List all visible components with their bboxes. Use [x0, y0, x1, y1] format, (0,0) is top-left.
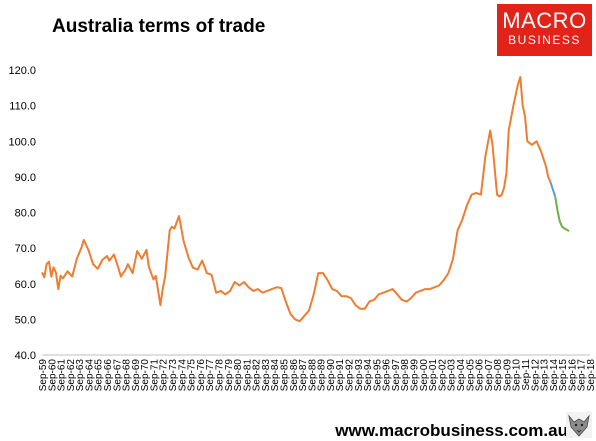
x-tick-label: Sep-17 — [577, 359, 588, 392]
y-tick-label: 80.0 — [15, 208, 36, 220]
y-tick-label: 110.0 — [9, 101, 36, 113]
x-tick-label: Sep-79 — [224, 359, 235, 392]
x-tick-label: Sep-81 — [242, 359, 253, 392]
x-tick-label: Sep-63 — [75, 359, 86, 392]
x-axis: Sep-59 Sep-61 Sep-63 Sep-65 Sep-67 Sep-69 Sep-… — [38, 354, 596, 392]
x-tick-label: Sep-80 — [233, 359, 244, 392]
x-tick-label: Sep-84 — [270, 359, 281, 392]
x-tick-label: Sep-00 — [419, 359, 430, 392]
x-tick-label: Sep-92 — [345, 359, 356, 392]
y-tick-label: 50.0 — [15, 314, 36, 326]
x-tick-label: Sep-71 — [149, 359, 160, 392]
x-tick-label: Sep-06 — [475, 359, 486, 392]
y-axis: 40.0 50.0 60.0 70.0 80.0 90.0 100.0 110.0 120.0 — [8, 65, 36, 362]
x-tick-label: Sep-86 — [289, 359, 300, 392]
y-tick-label: 90.0 — [15, 172, 36, 184]
x-tick-label: Sep-60 — [47, 359, 58, 392]
x-tick-label: Sep-99 — [410, 359, 421, 392]
x-tick-label: Sep-03 — [447, 359, 458, 392]
series-line-3 — [554, 196, 570, 232]
x-tick-label: Sep-07 — [484, 359, 495, 392]
y-tick-label: 40.0 — [15, 350, 36, 362]
y-tick-label: 120.0 — [8, 65, 36, 77]
x-tick-label: Sep-10 — [512, 359, 523, 392]
x-tick-label: Sep-64 — [84, 359, 95, 392]
x-tick-label: Sep-68 — [122, 359, 133, 392]
x-tick-label: Sep-04 — [456, 359, 467, 392]
x-tick-label: Sep-59 — [38, 359, 49, 392]
x-tick-label: Sep-02 — [437, 359, 448, 392]
x-tick-label: Sep-96 — [382, 359, 393, 392]
logo-line-2: BUSINESS — [508, 33, 581, 47]
x-tick-label: Sep-87 — [298, 359, 309, 392]
x-tick-label: Sep-69 — [131, 359, 142, 392]
x-tick-label: Sep-65 — [94, 359, 105, 392]
logo-line-1: MACRO — [502, 8, 587, 33]
macrobusiness-logo: MACRO BUSINESS — [497, 4, 592, 56]
x-tick-label: Sep-09 — [502, 359, 513, 392]
x-tick-label: Sep-13 — [540, 359, 551, 392]
x-tick-label: Sep-75 — [187, 359, 198, 392]
x-tick-label: Sep-77 — [205, 359, 216, 392]
x-tick-label: Sep-72 — [159, 359, 170, 392]
x-tick-label: Sep-62 — [66, 359, 77, 392]
x-tick-label: Sep-90 — [326, 359, 337, 392]
x-tick-label: Sep-97 — [391, 359, 402, 392]
x-tick-label: Sep-14 — [549, 359, 560, 392]
y-tick-label: 100.0 — [8, 136, 36, 148]
x-tick-label: Sep-12 — [530, 359, 541, 392]
footer-url: www.macrobusiness.com.au — [335, 421, 568, 440]
x-tick-label: Sep-89 — [317, 359, 328, 392]
x-tick-label: Sep-78 — [214, 359, 225, 392]
series-line-2 — [549, 181, 557, 197]
x-tick-label: Sep-85 — [279, 359, 290, 392]
x-tick-label: Sep-08 — [493, 359, 504, 392]
series-line-1 — [41, 76, 552, 323]
x-tick-label: Sep-15 — [558, 359, 569, 392]
x-tick-label: Sep-98 — [400, 359, 411, 392]
x-tick-label: Sep-74 — [177, 359, 188, 392]
x-tick-label: Sep-83 — [261, 359, 272, 392]
x-tick-label: Sep-88 — [307, 359, 318, 392]
chart-title: Australia terms of trade — [52, 16, 266, 37]
x-tick-label: Sep-67 — [112, 359, 123, 392]
x-tick-label: Sep-82 — [252, 359, 263, 392]
x-tick-label: Sep-66 — [103, 359, 114, 392]
x-tick-label: Sep-70 — [140, 359, 151, 392]
series-lines — [41, 76, 570, 323]
x-tick-label: Sep-93 — [354, 359, 365, 392]
x-tick-label: Sep-94 — [363, 359, 374, 392]
x-tick-label: Sep-18 — [586, 359, 596, 392]
x-tick-label: Sep-01 — [428, 359, 439, 392]
x-tick-label: Sep-05 — [465, 359, 476, 392]
x-tick-label: Sep-61 — [57, 359, 68, 392]
y-tick-label: 60.0 — [15, 279, 36, 291]
x-tick-label: Sep-11 — [521, 359, 532, 391]
x-tick-label: Sep-95 — [372, 359, 383, 392]
y-tick-label: 70.0 — [15, 243, 36, 255]
x-tick-label: Sep-16 — [567, 359, 578, 392]
x-tick-label: Sep-91 — [335, 359, 346, 392]
wolf-logo-icon — [566, 412, 592, 438]
x-tick-label: Sep-73 — [168, 359, 179, 392]
x-tick-label: Sep-76 — [196, 359, 207, 392]
